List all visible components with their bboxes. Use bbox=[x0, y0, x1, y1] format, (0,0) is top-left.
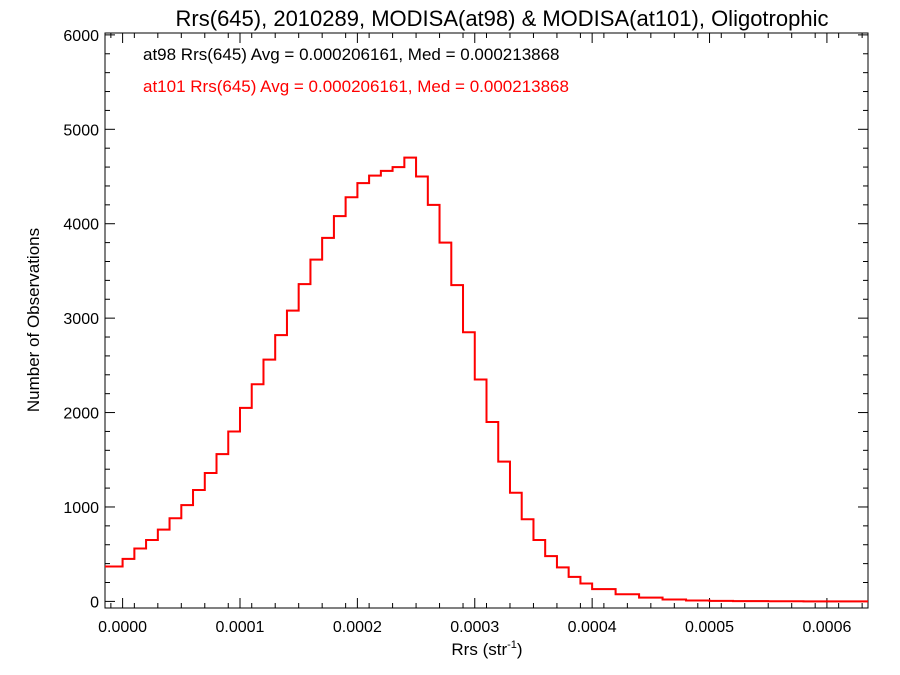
x-tick-label: 0.0006 bbox=[802, 619, 851, 636]
x-tick-label: 0.0004 bbox=[568, 619, 617, 636]
x-tick-label: 0.0002 bbox=[333, 619, 382, 636]
annotation-at101: at101 Rrs(645) Avg = 0.000206161, Med = … bbox=[143, 77, 569, 96]
y-tick-label: 5000 bbox=[63, 122, 99, 139]
y-tick-label: 1000 bbox=[63, 500, 99, 517]
y-tick-label: 2000 bbox=[63, 406, 99, 423]
plot-frame bbox=[104, 32, 869, 609]
x-tick-label: 0.0003 bbox=[450, 619, 499, 636]
x-tick-label: 0.0005 bbox=[685, 619, 734, 636]
annotation-at98: at98 Rrs(645) Avg = 0.000206161, Med = 0… bbox=[143, 45, 560, 64]
x-axis-label-sup: -1 bbox=[507, 639, 517, 651]
x-tick-label: 0.0001 bbox=[216, 619, 265, 636]
y-tick-label: 0 bbox=[90, 594, 99, 611]
x-axis-label: Rrs (str-1) bbox=[451, 639, 522, 659]
x-tick-label: 0.0000 bbox=[98, 619, 147, 636]
y-tick-label: 6000 bbox=[63, 28, 99, 45]
x-axis-label-close: ) bbox=[517, 640, 523, 659]
y-tick-label: 3000 bbox=[63, 311, 99, 328]
y-tick-label: 4000 bbox=[63, 217, 99, 234]
chart-title: Rrs(645), 2010289, MODISA(at98) & MODISA… bbox=[176, 6, 829, 31]
series-line-at101 bbox=[105, 156, 868, 603]
x-axis-label-main: Rrs (str bbox=[451, 640, 507, 659]
axis-ticks: 0.0000 0.0001 0.0002 0.0003 0.0004 0.0005 0.00… bbox=[63, 28, 868, 636]
series-group bbox=[105, 156, 868, 603]
y-axis-label: Number of Observations bbox=[24, 228, 43, 412]
